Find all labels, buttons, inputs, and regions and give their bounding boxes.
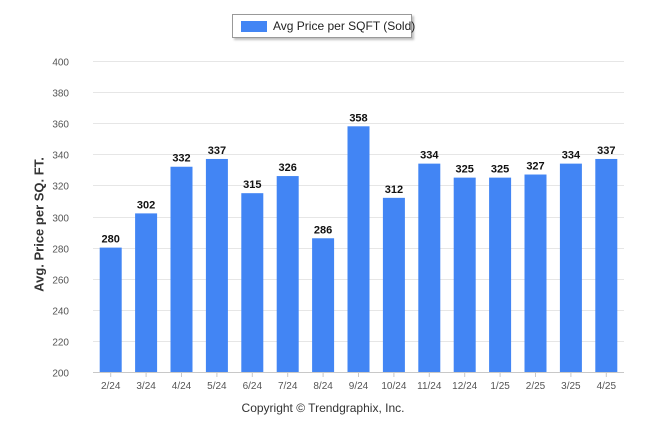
x-tick-label: 3/24 [136, 381, 156, 392]
x-tick-label: 2/25 [526, 381, 546, 392]
x-tick-label: 11/24 [417, 381, 442, 392]
data-label: 312 [385, 184, 403, 196]
bar [276, 176, 299, 372]
y-tick-label: 380 [52, 89, 69, 100]
bar [312, 238, 335, 372]
bar [489, 177, 512, 372]
x-tick-label: 6/24 [243, 381, 263, 392]
y-tick-label: 280 [52, 245, 69, 256]
data-label: 327 [526, 161, 544, 173]
data-label: 332 [172, 153, 190, 165]
y-tick-label: 340 [52, 151, 69, 162]
y-tick-label: 200 [52, 369, 69, 380]
x-tick-label: 12/24 [452, 381, 477, 392]
x-tick-label: 1/25 [490, 381, 510, 392]
bar [559, 163, 582, 372]
x-tick-label: 4/25 [597, 381, 617, 392]
bar [135, 213, 158, 372]
bar [418, 163, 441, 372]
legend-swatch [241, 20, 267, 32]
bar [453, 177, 476, 372]
x-tick-label: 8/24 [313, 381, 333, 392]
data-label: 334 [420, 150, 439, 162]
data-label: 334 [562, 150, 581, 162]
data-label: 302 [137, 199, 155, 211]
y-tick-label: 240 [52, 307, 69, 318]
y-tick-label: 220 [52, 338, 69, 349]
data-label: 337 [208, 145, 226, 157]
bar [170, 166, 193, 372]
data-label: 326 [279, 162, 297, 174]
y-tick-label: 320 [52, 182, 69, 193]
y-axis-title-wrapper: Avg. Price per SQ. FT. [4, 157, 74, 292]
y-tick-label: 400 [52, 58, 69, 69]
x-tick-label: 3/25 [561, 381, 581, 392]
bar [241, 193, 264, 372]
x-tick-label: 2/24 [101, 381, 121, 392]
data-label: 325 [491, 164, 509, 176]
legend[interactable]: Avg Price per SQFT (Sold) [232, 14, 416, 38]
x-tick-label: 10/24 [381, 381, 406, 392]
data-label: 286 [314, 224, 332, 236]
y-tick-label: 360 [52, 120, 69, 131]
bar [595, 158, 618, 372]
x-tick-label: 5/24 [207, 381, 227, 392]
copyright-text: Copyright © Trendgraphix, Inc. [241, 401, 405, 415]
data-label: 315 [243, 179, 261, 191]
x-tick-label: 7/24 [278, 381, 298, 392]
bar [205, 158, 228, 372]
y-axis-title: Avg. Price per SQ. FT. [31, 157, 47, 292]
legend-label: Avg Price per SQFT (Sold) [273, 19, 416, 33]
y-tick-label: 300 [52, 214, 69, 225]
bar [99, 247, 122, 372]
data-label: 358 [349, 112, 367, 124]
bar [382, 197, 405, 372]
data-label: 337 [597, 145, 615, 157]
bar [524, 174, 547, 372]
x-tick-label: 9/24 [349, 381, 369, 392]
y-tick-label: 260 [52, 276, 69, 287]
data-label: 280 [102, 234, 120, 246]
x-tick-label: 4/24 [172, 381, 192, 392]
bar [347, 126, 370, 372]
data-label: 325 [456, 164, 474, 176]
